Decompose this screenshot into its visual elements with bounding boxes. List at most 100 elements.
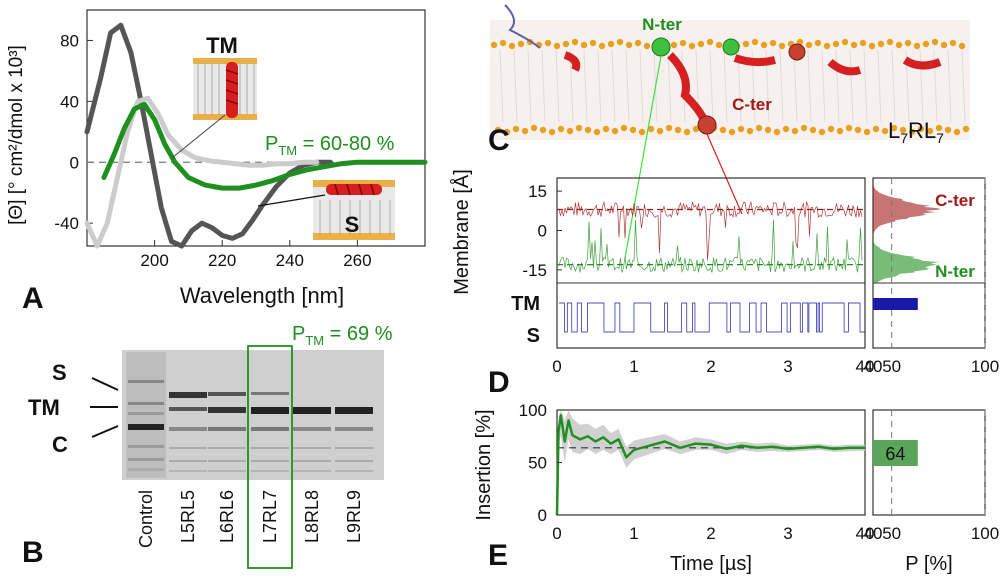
lipid-headgroup [670,41,678,49]
a-xtick-label: 200 [140,251,168,270]
gel-band [335,427,373,431]
lane-label-l7rl7: L7RL7 [260,490,280,543]
gel-band [169,470,207,472]
lipid-headgroup [773,128,781,136]
cd-series-l7rl7 [101,101,428,191]
panel-label-c: C [488,124,510,157]
gel-band [251,447,289,449]
cd-hist-cter [873,178,941,283]
gel-band [128,424,164,430]
e-ytick-label: 0 [538,506,547,525]
lipid-tail [667,49,672,123]
lipid-headgroup [962,125,970,133]
lipid-headgroup [863,128,871,136]
lipid-headgroup [580,41,588,49]
lipid-headgroup [751,38,759,46]
final-bar-label: 64 [885,444,905,464]
panel-e-x-label: Time [µs] [670,553,752,575]
gel-band [208,407,246,413]
d-xtick-label: 0 [552,357,561,376]
cter-label: C-ter [732,95,772,114]
gel-band [169,460,207,462]
cter-hist-label: C-ter [935,191,975,210]
gel-band [293,407,331,414]
cd-insertion-band [557,410,865,515]
cd-trace-c-ter [558,200,863,261]
gel-band [293,447,331,449]
cd-trace-n-ter [558,219,863,273]
e-bar-xtick-label: 50 [882,524,901,543]
a-xtick-label: 260 [343,251,371,270]
lipid-tail [891,49,896,123]
lipid-headgroup [782,125,790,133]
lipid-headgroup [868,42,876,50]
lipid-headgroup [917,125,925,133]
gel-band [335,447,373,449]
state-label-s: S [527,325,540,347]
lipid-headgroup [890,124,898,132]
lipid-headgroup [854,126,862,134]
lipid-headgroup [841,38,849,46]
lipid-headgroup [490,41,498,49]
lane-label-control: Control [136,490,156,548]
gel-bands [128,380,373,472]
lipid-tail [597,49,602,123]
lane-label-l8rl8: L8RL8 [302,490,322,543]
gel-band [169,427,207,431]
lipid-headgroup [926,127,934,135]
lipid-headgroup [940,41,948,49]
cter-connector-line [706,133,743,215]
lane-labels: Control L5RL5 L6RL6 L7RL7 L8RL8 L9RL9 [136,490,364,548]
lipid-headgroup [949,39,957,47]
lipid-headgroup [886,38,894,46]
lipid-headgroup [625,41,633,49]
gel-band [335,460,373,462]
panel-d-y-ticks: 15 0 -15 [522,182,562,280]
lipid-tail [583,49,588,123]
lipid-tail [555,49,560,123]
peptide-helices [504,4,942,135]
gel-band [335,470,373,472]
lipid-headgroup [616,38,624,46]
lipid-tail [947,49,952,123]
lipid-headgroup [931,38,939,46]
lipid-headgroup [913,42,921,50]
s-label: S [345,212,360,237]
ptm-label-a: PTM = 60-80 % [265,133,395,158]
panel-a-y-label: [Θ] [° cm²/dmol x 10³] [6,45,27,225]
d-xtick-label: 2 [706,357,715,376]
tm-helix-icon [226,62,238,118]
lipid-tail [779,49,784,123]
gel-band [169,392,207,398]
panel-c: N-ter C-ter L7RL7 C [488,4,970,259]
peptide-name: L7RL7 [888,118,944,146]
panel-e-y-label: Insertion [%] [473,409,495,520]
panel-label-e: E [488,539,508,572]
gel-band [208,447,246,449]
lipid-tail [849,49,854,123]
state-population-bars [873,298,918,310]
e-bar-xtick-label: 100 [971,524,999,543]
d-ytick-label: -15 [522,261,547,280]
lipid-headgroup [737,125,745,133]
band-label-tm: TM [28,395,60,420]
a-xtick-label: 240 [276,251,304,270]
ptm-label-b: PTM = 69 % [292,323,393,348]
nter-bead-icon [651,37,671,57]
cd-state-trace [559,302,865,333]
lipid-tail [499,49,504,123]
lipid-headgroup [814,39,822,47]
lipid-headgroup [899,126,907,134]
e-xtick-label: 2 [706,524,715,543]
lipid-headgroup [589,39,597,47]
a-ytick-label: -40 [54,214,79,233]
e-xtick-label: 40 [856,524,875,543]
tm-membrane-inset [193,58,257,120]
d-xtick-label: 1 [629,357,638,376]
lipid-tail [639,49,644,123]
cd-series-tm [84,22,333,249]
gel-band [128,468,164,471]
lipid-headgroup [881,127,889,135]
